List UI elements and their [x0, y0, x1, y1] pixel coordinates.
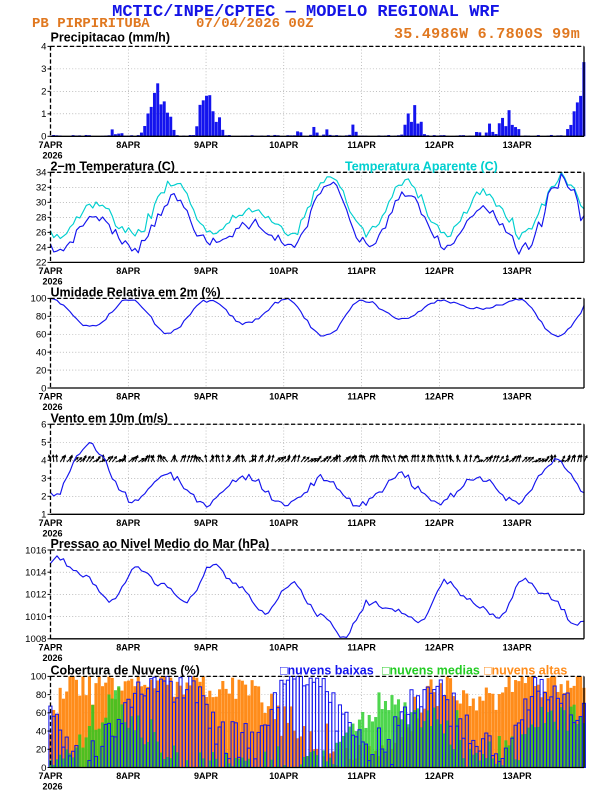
svg-text:8APR: 8APR — [116, 771, 141, 781]
svg-text:Cobertura de Nuvens (%): Cobertura de Nuvens (%) — [51, 663, 200, 677]
svg-text:12APR: 12APR — [425, 140, 455, 150]
svg-text:60: 60 — [36, 330, 47, 341]
svg-text:9APR: 9APR — [194, 771, 219, 781]
svg-text:10APR: 10APR — [269, 266, 299, 276]
svg-text:1016: 1016 — [25, 545, 46, 556]
svg-text:7APR: 7APR — [38, 392, 63, 402]
svg-text:20: 20 — [36, 745, 47, 756]
svg-text:11APR: 11APR — [347, 642, 376, 652]
svg-text:9APR: 9APR — [194, 518, 219, 528]
svg-text:4: 4 — [41, 456, 47, 467]
svg-text:2: 2 — [41, 87, 46, 98]
svg-text:32: 32 — [36, 183, 47, 194]
svg-text:1014: 1014 — [25, 568, 47, 579]
svg-text:2026: 2026 — [42, 782, 62, 792]
svg-text:9APR: 9APR — [194, 140, 219, 150]
svg-text:11APR: 11APR — [347, 392, 376, 402]
svg-text:1012: 1012 — [25, 590, 46, 601]
svg-text:4: 4 — [41, 42, 47, 53]
svg-text:10APR: 10APR — [269, 140, 299, 150]
svg-text:10APR: 10APR — [269, 518, 299, 528]
svg-text:24: 24 — [36, 243, 47, 254]
svg-text:80: 80 — [36, 690, 47, 701]
svg-text:□nuvens medias: □nuvens medias — [382, 663, 480, 677]
svg-text:30: 30 — [36, 198, 47, 209]
svg-text:26: 26 — [36, 228, 47, 239]
svg-text:□nuvens altas: □nuvens altas — [484, 663, 567, 677]
svg-text:12APR: 12APR — [425, 642, 455, 652]
svg-text:28: 28 — [36, 213, 47, 224]
svg-text:11APR: 11APR — [347, 518, 376, 528]
svg-text:1010: 1010 — [25, 612, 46, 623]
svg-text:13APR: 13APR — [503, 518, 533, 528]
svg-text:8APR: 8APR — [116, 266, 141, 276]
svg-text:Vento em 10m (m/s): Vento em 10m (m/s) — [51, 411, 168, 425]
svg-text:7APR: 7APR — [38, 642, 63, 652]
svg-text:Pressao ao Nivel Medio do Mar: Pressao ao Nivel Medio do Mar (hPa) — [51, 537, 270, 551]
svg-text:40: 40 — [36, 347, 47, 358]
svg-text:11APR: 11APR — [347, 140, 376, 150]
svg-text:100: 100 — [30, 294, 46, 305]
svg-text:60: 60 — [36, 708, 47, 719]
svg-text:13APR: 13APR — [503, 771, 533, 781]
svg-text:5: 5 — [41, 438, 46, 449]
svg-text:10APR: 10APR — [269, 642, 299, 652]
svg-text:12APR: 12APR — [425, 266, 455, 276]
svg-text:7APR: 7APR — [38, 140, 63, 150]
svg-text:Temperatura Aparente (C): Temperatura Aparente (C) — [345, 159, 498, 173]
svg-text:3: 3 — [41, 474, 46, 485]
svg-text:2: 2 — [41, 492, 46, 503]
svg-text:9APR: 9APR — [194, 392, 219, 402]
svg-text:Umidade Relativa em 2m (%): Umidade Relativa em 2m (%) — [51, 285, 221, 299]
svg-text:13APR: 13APR — [503, 642, 533, 652]
svg-text:Precipitacao (mm/h): Precipitacao (mm/h) — [51, 31, 170, 45]
svg-text:8APR: 8APR — [116, 392, 141, 402]
svg-text:13APR: 13APR — [503, 392, 533, 402]
svg-text:8APR: 8APR — [116, 518, 141, 528]
svg-text:80: 80 — [36, 312, 47, 323]
svg-text:7APR: 7APR — [38, 518, 63, 528]
svg-text:12APR: 12APR — [425, 392, 455, 402]
svg-text:13APR: 13APR — [503, 266, 533, 276]
svg-text:1: 1 — [41, 109, 46, 120]
svg-text:13APR: 13APR — [503, 140, 533, 150]
svg-text:12APR: 12APR — [425, 771, 455, 781]
svg-text:9APR: 9APR — [194, 266, 219, 276]
svg-text:34: 34 — [36, 168, 47, 179]
svg-text:10APR: 10APR — [269, 771, 299, 781]
svg-text:7APR: 7APR — [38, 771, 63, 781]
svg-text:7APR: 7APR — [38, 266, 63, 276]
svg-text:□nuvens baixas: □nuvens baixas — [280, 663, 374, 677]
svg-text:10APR: 10APR — [269, 392, 299, 402]
svg-text:40: 40 — [36, 726, 47, 737]
svg-text:2−m Temperatura (C): 2−m Temperatura (C) — [51, 159, 175, 173]
svg-text:6: 6 — [41, 420, 46, 431]
svg-text:100: 100 — [30, 672, 46, 683]
svg-text:8APR: 8APR — [116, 642, 141, 652]
svg-text:11APR: 11APR — [347, 266, 376, 276]
svg-text:11APR: 11APR — [347, 771, 376, 781]
svg-text:12APR: 12APR — [425, 518, 455, 528]
svg-text:3: 3 — [41, 64, 46, 75]
svg-text:20: 20 — [36, 365, 47, 376]
svg-text:2026: 2026 — [42, 653, 62, 663]
svg-text:8APR: 8APR — [116, 140, 141, 150]
svg-text:9APR: 9APR — [194, 642, 219, 652]
